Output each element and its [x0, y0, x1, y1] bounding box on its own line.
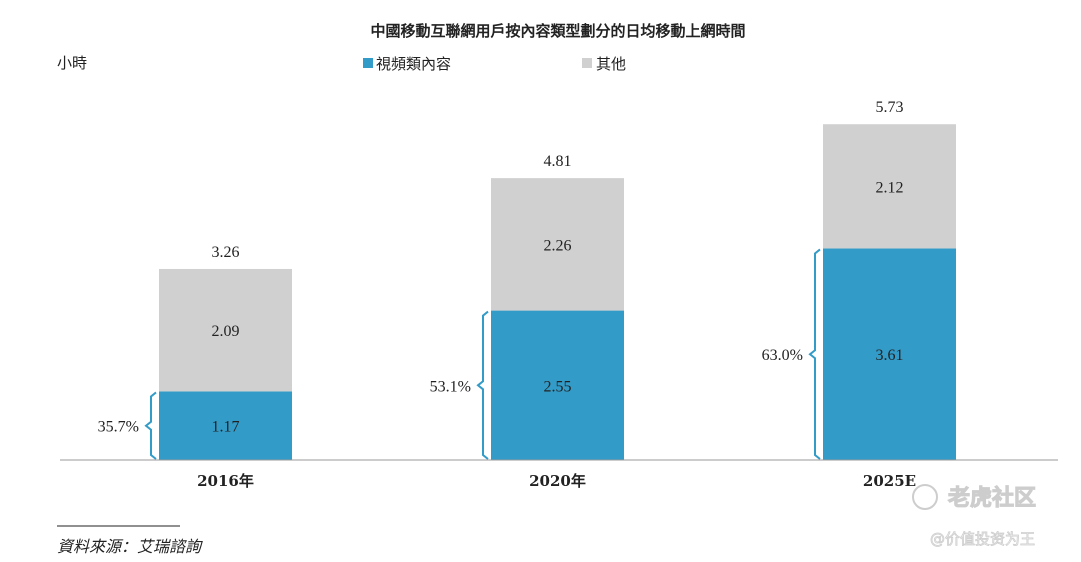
total-label-0: 3.26: [212, 244, 240, 261]
legend-swatch-other: [582, 58, 592, 68]
bar-video-1: [491, 310, 624, 460]
share-label-2: 63.0%: [762, 347, 803, 364]
share-label-0: 35.7%: [98, 419, 139, 436]
bar-video-0: [159, 391, 292, 460]
share-bracket-2: [808, 248, 821, 460]
bar-video-2: [823, 248, 956, 460]
chart-title: 中國移動互聯網用戶按內容類型劃分的日均移動上網時間: [370, 22, 745, 40]
value-label-video-2: 3.61: [876, 347, 904, 364]
share-label-1: 53.1%: [430, 378, 471, 395]
value-label-video-0: 1.17: [212, 419, 240, 436]
legend: 視頻類內容 其他: [363, 55, 626, 73]
share-bracket-1: [476, 310, 489, 460]
category-label-1: 2020年: [529, 472, 586, 490]
legend-label-video: 視頻類內容: [376, 55, 451, 73]
bar-other-0: [159, 268, 292, 392]
bar-other-2: [823, 124, 956, 249]
source-note: 資料來源：艾瑞諮詢: [57, 537, 203, 556]
legend-swatch-video: [363, 58, 373, 68]
total-label-2: 5.73: [876, 99, 904, 116]
value-label-other-0: 2.09: [212, 323, 240, 340]
bar-other-1: [491, 178, 624, 311]
watermark-handle: @价值投资为王: [930, 530, 1035, 548]
value-label-other-2: 2.12: [876, 179, 904, 196]
y-axis-unit: 小時: [57, 54, 87, 72]
total-label-1: 4.81: [544, 153, 572, 170]
legend-label-other: 其他: [596, 55, 626, 73]
value-label-video-1: 2.55: [544, 378, 572, 395]
watermark-brand: 老虎社区: [947, 485, 1036, 511]
category-label-2: 2025E: [863, 472, 916, 490]
watermark: 老虎社区 @价值投资为王: [912, 484, 1037, 548]
share-bracket-0: [144, 391, 157, 460]
value-label-other-1: 2.26: [544, 237, 572, 254]
watermark-logo-icon: [912, 484, 938, 510]
bars-group: 1.17 2.09 3.26 2016年 35.7% 2.55 2.26 4.81 2020年 5…: [98, 99, 956, 490]
category-label-0: 2016年: [197, 472, 254, 490]
